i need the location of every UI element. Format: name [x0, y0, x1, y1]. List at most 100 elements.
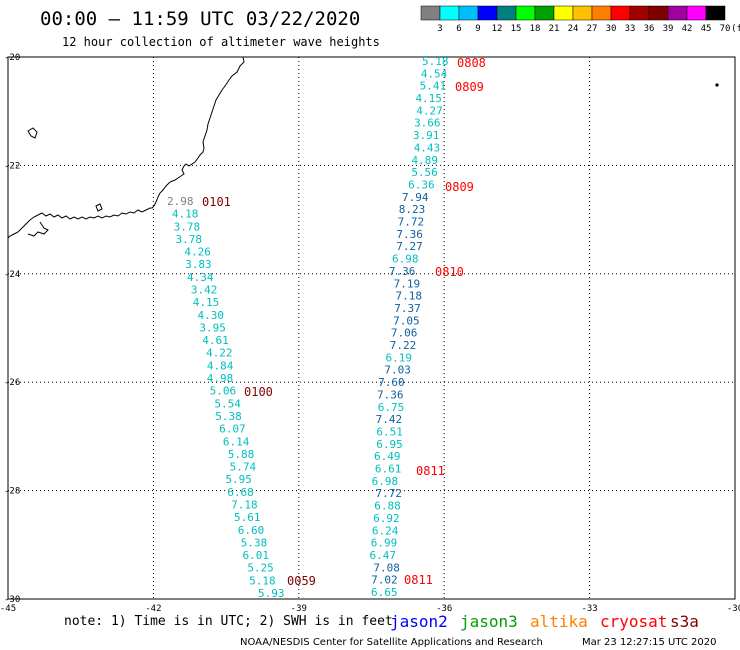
swh-value: 7.36 [389, 265, 416, 278]
swh-value: 4.27 [416, 104, 443, 117]
swh-value: 7.06 [391, 327, 418, 340]
pass-time-label: 0808 [457, 56, 486, 70]
swh-value: 6.47 [370, 549, 397, 562]
lat-tick-label: -26 [4, 378, 20, 388]
swh-value: 5.93 [258, 587, 285, 600]
satellite-legend: jason2 jason3 altika cryosat s3a [390, 612, 699, 631]
color-legend-label: 6 [456, 24, 461, 34]
page-title: 00:00 – 11:59 UTC 03/22/2020 [40, 8, 360, 30]
swh-value: 3.91 [413, 129, 440, 142]
lat-tick-label: -30 [4, 595, 20, 605]
swh-value: 6.14 [223, 435, 250, 448]
lon-tick-label: -45 [0, 604, 16, 614]
lat-tick-label: -22 [4, 161, 20, 171]
swh-value: 4.98 [207, 372, 234, 385]
pass-time-label: 0101 [202, 195, 231, 209]
swh-value: 4.43 [414, 141, 441, 154]
lat-tick-label: -28 [4, 487, 20, 497]
swh-value: 3.66 [414, 117, 441, 130]
swh-value: 7.72 [375, 487, 402, 500]
color-legend-label: 33 [625, 24, 636, 34]
lon-tick-label: -39 [291, 604, 307, 614]
swh-value: 7.03 [384, 364, 411, 377]
altimeter-tracks: 2.984.183.783.784.263.834.343.424.154.30… [167, 55, 486, 600]
lat-tick-label: -24 [4, 270, 20, 280]
swh-value: 5.38 [241, 536, 267, 549]
swh-value: 3.83 [185, 258, 212, 271]
color-legend-label: 9 [475, 24, 480, 34]
color-swatch [686, 5, 707, 21]
swh-value: 4.34 [187, 271, 214, 284]
swh-value: 4.26 [184, 246, 211, 259]
swh-value: 4.54 [421, 67, 448, 80]
swh-value: 5.25 [247, 562, 273, 575]
swh-value: 7.05 [393, 314, 420, 327]
swh-value: 5.74 [230, 461, 257, 474]
color-swatch [705, 5, 726, 21]
island-shape [27, 127, 38, 139]
satellite-legend-altika: altika [530, 612, 588, 631]
map-panel: -45 -42 -39 -36 -33 -30 -20 -22 -24 -26 -28 -30 2.9… [0, 53, 740, 614]
color-legend-label: (ft) [731, 24, 740, 34]
swh-value: 6.75 [378, 401, 405, 414]
color-legend-label: 36 [644, 24, 655, 34]
pass-time-label: 0810 [435, 265, 464, 279]
satellite-legend-jason2: jason2 [390, 612, 448, 631]
swh-value: 5.54 [214, 397, 241, 410]
color-swatch [477, 5, 498, 21]
lon-tick-label: -30 [727, 604, 740, 614]
coastline-bay [27, 221, 49, 237]
pass-time-label: 0809 [455, 80, 484, 94]
swh-value: 7.36 [377, 388, 404, 401]
coastline [7, 56, 245, 239]
satellite-legend-cryosat: cryosat [600, 612, 667, 631]
color-swatch [629, 5, 650, 21]
color-legend-label: 12 [492, 24, 503, 34]
color-legend-label: 30 [606, 24, 617, 34]
swh-value: 7.27 [396, 240, 423, 253]
swh-value: 4.22 [206, 347, 233, 360]
color-legend-label: 24 [568, 24, 579, 34]
swh-value: 6.60 [238, 524, 265, 537]
color-legend-label: 18 [530, 24, 541, 34]
swh-value: 5.18 [422, 55, 449, 68]
swh-value: 5.61 [234, 511, 261, 524]
swh-value: 6.88 [374, 500, 401, 513]
footer-credit: NOAA/NESDIS Center for Satellite Applica… [240, 637, 543, 648]
swh-value: 6.49 [374, 450, 401, 463]
swh-value: 5.56 [411, 166, 438, 179]
swh-value: 6.95 [376, 438, 403, 451]
pass-time-label: 0811 [404, 573, 433, 587]
footer-note: note: 1) Time is in UTC; 2) SWH is in fe… [64, 614, 393, 629]
color-swatch [591, 5, 612, 21]
color-legend-label: 39 [663, 24, 674, 34]
swh-value: 7.36 [396, 228, 423, 241]
color-swatch [439, 5, 460, 21]
color-swatch [515, 5, 536, 21]
swh-value: 5.38 [215, 410, 242, 423]
swh-value: 5.41 [420, 80, 447, 93]
swh-value: 7.02 [371, 574, 398, 587]
swh-value: 5.88 [228, 448, 255, 461]
color-legend-label: 21 [549, 24, 560, 34]
pass-time-label: 0811 [416, 464, 445, 478]
swh-value: 7.18 [395, 290, 422, 303]
satellite-legend-s3a: s3a [670, 612, 699, 631]
swh-value: 3.42 [191, 284, 218, 297]
lat-tick-label: -20 [4, 53, 20, 63]
satellite-legend-jason3: jason3 [460, 612, 518, 631]
swh-value: 7.60 [378, 376, 405, 389]
color-legend-label: 3 [437, 24, 442, 34]
color-legend-label: 15 [511, 24, 522, 34]
swh-value: 7.19 [394, 277, 421, 290]
color-legend-label: 45 [701, 24, 712, 34]
swh-value: 6.92 [373, 512, 400, 525]
island-dot [715, 83, 719, 87]
swh-value: 6.24 [372, 524, 399, 537]
color-swatch [610, 5, 631, 21]
swh-value: 7.08 [373, 561, 400, 574]
swh-value: 6.01 [242, 549, 269, 562]
swh-value: 6.19 [386, 351, 413, 364]
